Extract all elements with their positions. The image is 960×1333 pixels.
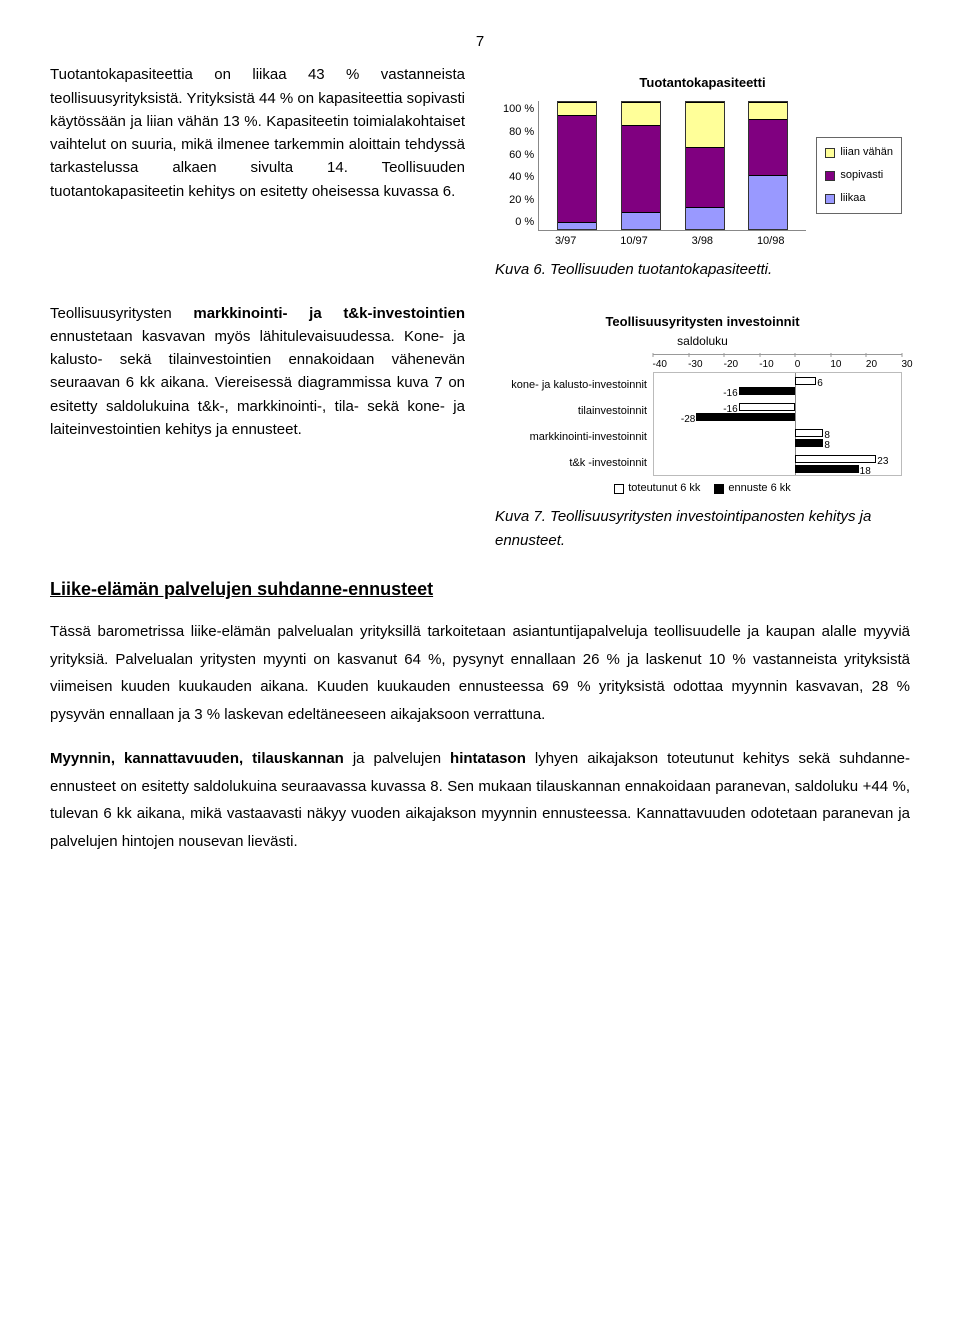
para-4: Myynnin, kannattavuuden, tilauskannan ja… [50, 745, 910, 856]
para-1: Tuotantokapasiteettia on liikaa 43 % vas… [50, 63, 465, 281]
chart1-caption-text: Teollisuuden tuotantokapasiteetti. [546, 261, 772, 278]
para-2-text: Teollisuusyritysten markkinointi- ja t&k… [50, 302, 465, 442]
chart1-title: Tuotantokapasiteetti [503, 73, 902, 93]
chart2-caption-label: Kuva 7. [495, 508, 546, 525]
chart1-caption: Kuva 6. Teollisuuden tuotantokapasiteett… [495, 258, 910, 281]
chart2-caption-text: Teollisuusyritysten investointipanosten … [495, 508, 871, 548]
chart2-plot: -40-30-20-100102030kone- ja kalusto-inve… [503, 354, 902, 476]
chart1-caption-label: Kuva 6. [495, 261, 546, 278]
chart1-legend: liian vähänsopivastiliikaa [816, 137, 902, 214]
para-1-text: Tuotantokapasiteettia on liikaa 43 % vas… [50, 63, 465, 203]
page-number: 7 [50, 30, 910, 53]
row-1: Tuotantokapasiteettia on liikaa 43 % vas… [50, 63, 910, 281]
chart1-y-axis: 100 %80 %60 %40 %20 %0 % [503, 101, 538, 231]
chart1-x-labels: 3/9710/973/9810/98 [503, 233, 806, 250]
chart2-title: Teollisuusyritysten investoinnit [503, 312, 902, 332]
chart1-bars [538, 101, 806, 231]
chart2-legend: toteutunut 6 kkennuste 6 kk [503, 480, 902, 497]
chart-2-container: Teollisuusyritysten investoinnit saldolu… [495, 302, 910, 552]
chart-investoinnit: Teollisuusyritysten investoinnit saldolu… [495, 302, 910, 502]
para-2: Teollisuusyritysten markkinointi- ja t&k… [50, 302, 465, 552]
chart-1-container: Tuotantokapasiteetti 100 %80 %60 %40 %20… [495, 63, 910, 281]
chart-tuotantokapasiteetti: Tuotantokapasiteetti 100 %80 %60 %40 %20… [495, 63, 910, 254]
section-heading: Liike-elämän palvelujen suhdanne-ennuste… [50, 576, 910, 604]
chart2-caption: Kuva 7. Teollisuusyritysten investointip… [495, 505, 910, 552]
row-2: Teollisuusyritysten markkinointi- ja t&k… [50, 302, 910, 552]
para-3: Tässä barometrissa liike-elämän palvelua… [50, 618, 910, 729]
chart2-subtitle: saldoluku [503, 332, 902, 351]
